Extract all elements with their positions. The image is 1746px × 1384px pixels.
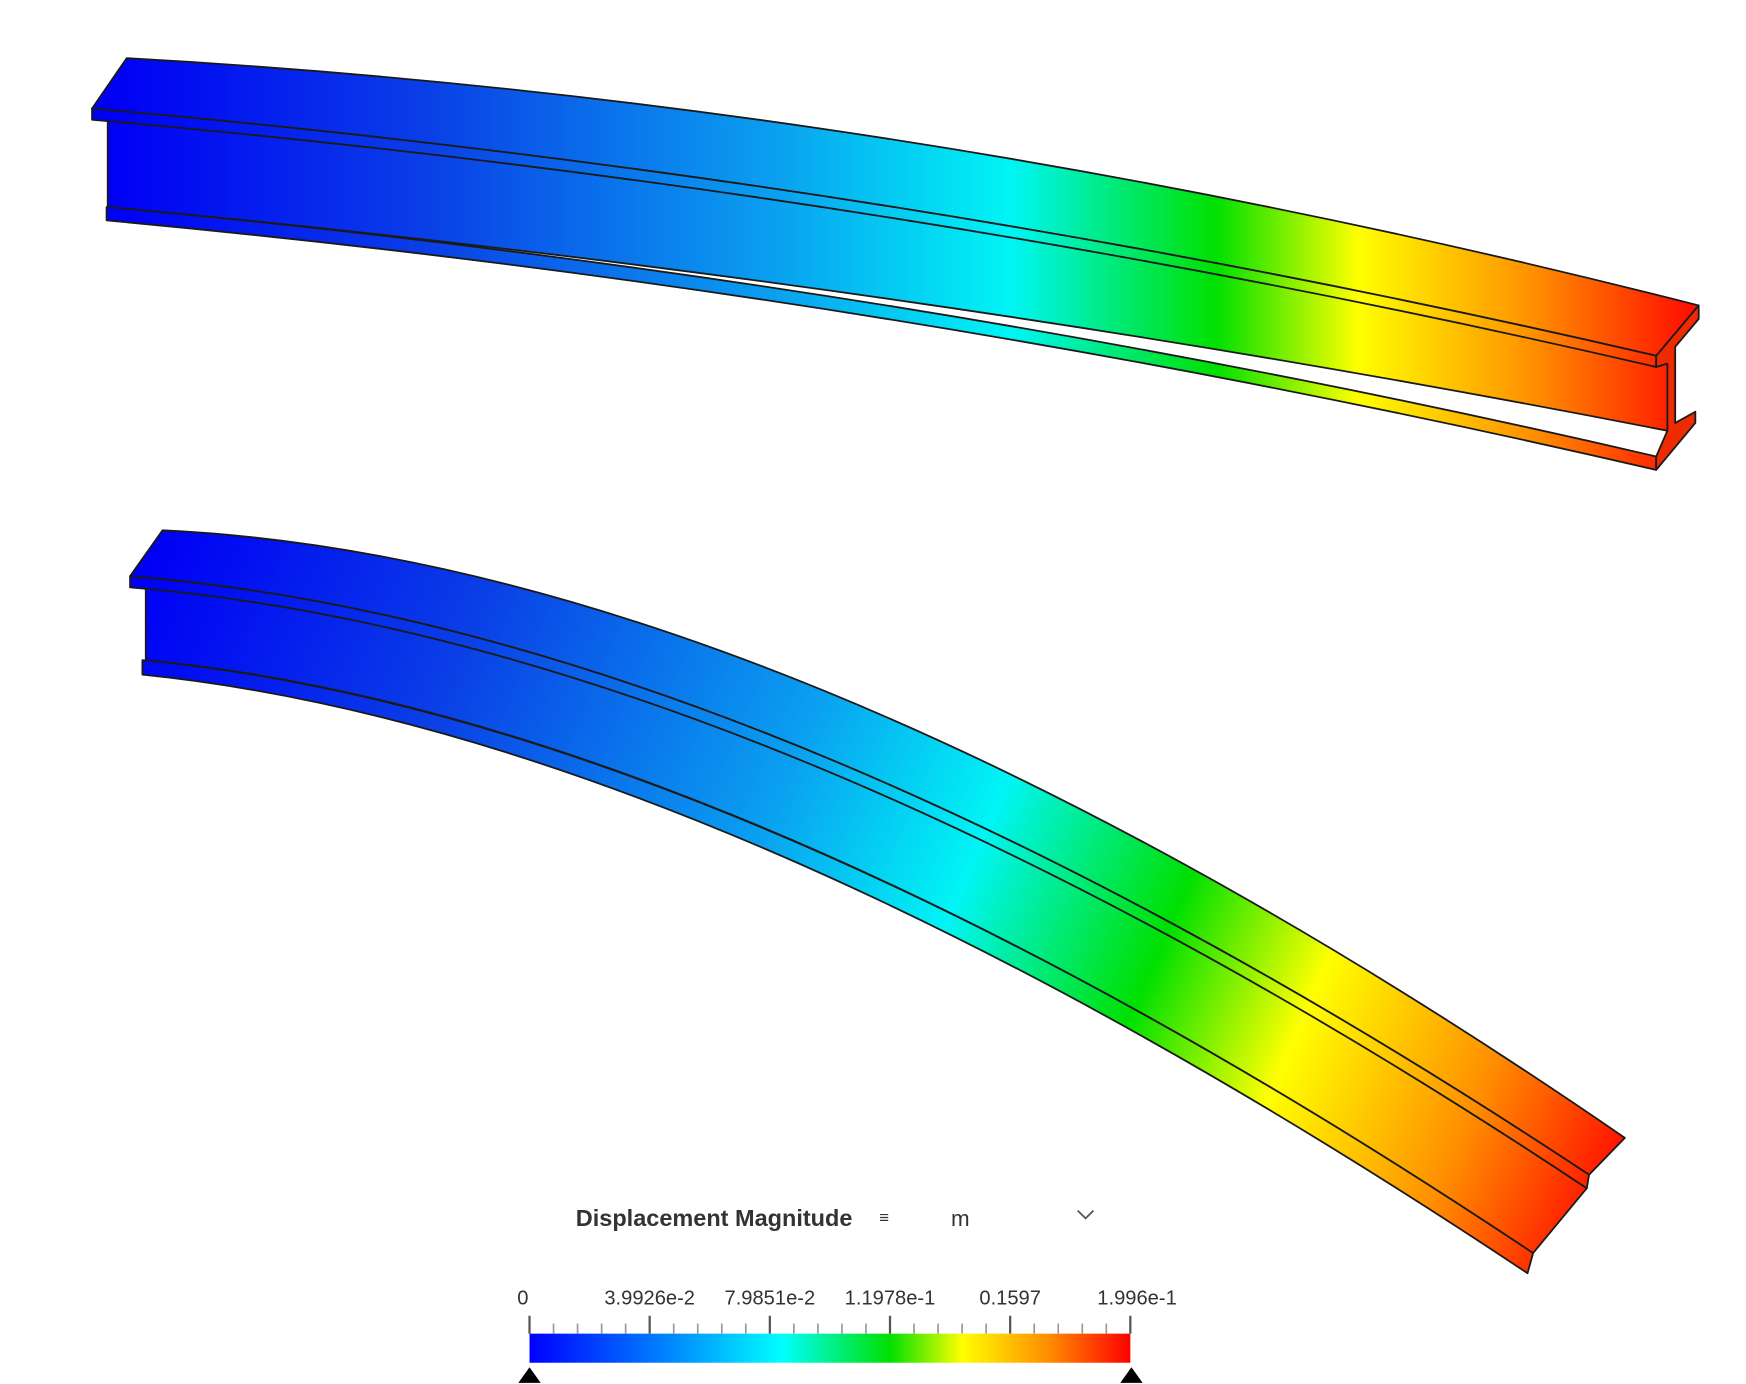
- unit-select[interactable]: m: [951, 1206, 970, 1231]
- legend-menu-icon[interactable]: ≡: [879, 1208, 889, 1227]
- beam-deformed-2: [129, 529, 1626, 1275]
- beam-deformed-1: [91, 57, 1700, 471]
- tick-label: 1.1978e-1: [845, 1288, 936, 1310]
- tick-label: 0: [517, 1288, 528, 1310]
- tick-label: 3.9926e-2: [604, 1288, 695, 1310]
- legend-ticks: 0 3.9926e-2 7.9851e-2 1.1978e-1 0.1597 1.996e…: [517, 1288, 1177, 1334]
- max-handle[interactable]: [1120, 1367, 1143, 1383]
- legend-title: Displacement Magnitude: [576, 1205, 853, 1231]
- tick-label: 1.996e-1: [1097, 1288, 1176, 1310]
- legend: Displacement Magnitude ≡ m 0 3.9926e-2 7.9…: [517, 1205, 1177, 1383]
- color-bar: [529, 1333, 1131, 1363]
- min-handle[interactable]: [518, 1367, 541, 1383]
- tick-label: 0.1597: [979, 1288, 1041, 1310]
- unit-dropdown-chevron[interactable]: [1077, 1209, 1095, 1220]
- tick-label: 7.9851e-2: [725, 1288, 816, 1310]
